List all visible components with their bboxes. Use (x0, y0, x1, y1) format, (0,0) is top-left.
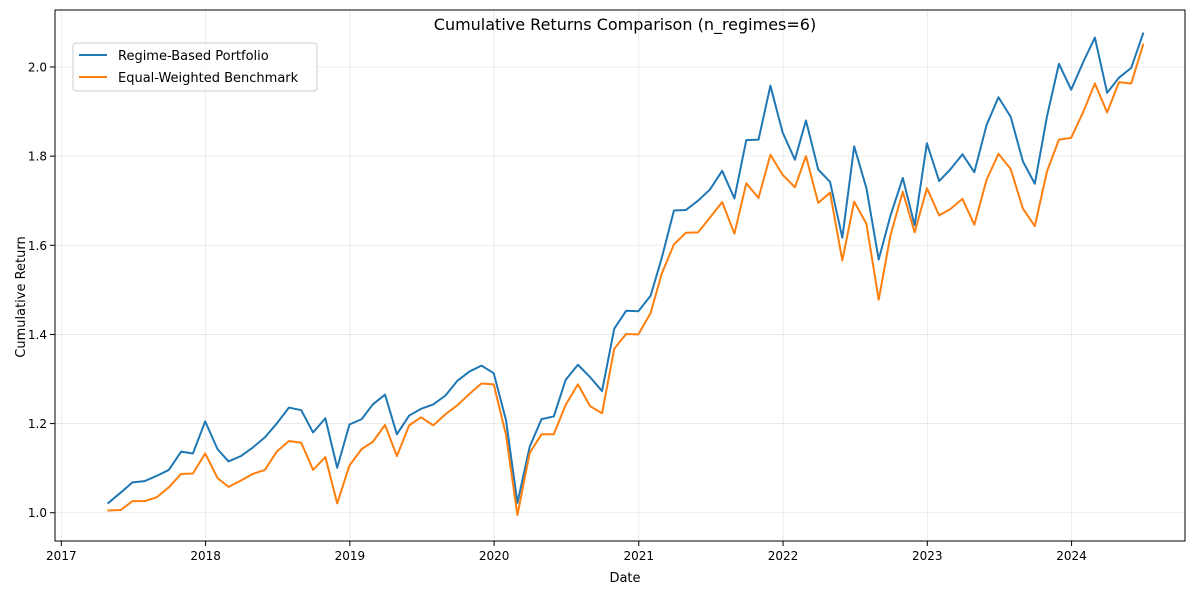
x-tick-label: 2017 (46, 549, 77, 563)
x-tick-label: 2021 (624, 549, 655, 563)
legend-label-benchmark: Equal-Weighted Benchmark (118, 71, 299, 86)
y-tick-label: 1.4 (28, 328, 47, 342)
plot-frame (54, 9, 1186, 542)
grid (55, 10, 1185, 541)
y-axis-label: Cumulative Return (14, 236, 29, 357)
series-line-regime-based-portfolio (106, 32, 1145, 505)
x-tick-label: 2019 (335, 549, 366, 563)
y-tick-label: 1.0 (28, 506, 47, 520)
x-tick-label: 2022 (768, 549, 799, 563)
x-tick-label: 2018 (190, 549, 221, 563)
x-axis-label: Date (609, 571, 640, 586)
x-tick-label: 2023 (912, 549, 943, 563)
chart-title: Cumulative Returns Comparison (n_regimes… (434, 15, 816, 35)
legend-label-regime: Regime-Based Portfolio (118, 49, 269, 64)
y-tick-label: 1.8 (28, 150, 47, 164)
series-lines (106, 32, 1145, 516)
x-tick-label: 2024 (1056, 549, 1087, 563)
y-tick-label: 1.6 (28, 239, 47, 253)
legend-box (72, 42, 318, 92)
legend: Regime-Based Portfolio Equal-Weighted Be… (72, 42, 318, 92)
x-tick-label: 2020 (479, 549, 510, 563)
y-axis-ticks: 1.0 1.2 1.4 1.6 1.8 2.0 (28, 60, 55, 520)
y-tick-label: 1.2 (28, 417, 47, 431)
y-tick-label: 2.0 (28, 60, 47, 74)
x-axis-ticks: 2017 2018 2019 2020 2021 2022 2023 2024 (46, 541, 1087, 563)
series-line-equal-weighted-benchmark (107, 43, 1145, 516)
